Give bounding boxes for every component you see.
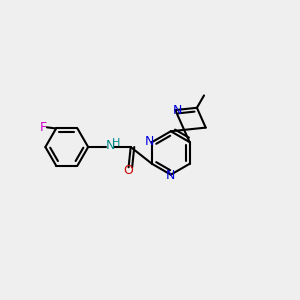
Text: H: H (112, 138, 120, 148)
Text: N: N (106, 139, 116, 152)
Text: N: N (166, 169, 176, 182)
Text: N: N (173, 103, 182, 117)
Text: O: O (123, 164, 133, 177)
Text: N: N (145, 135, 154, 148)
Text: F: F (40, 121, 47, 134)
